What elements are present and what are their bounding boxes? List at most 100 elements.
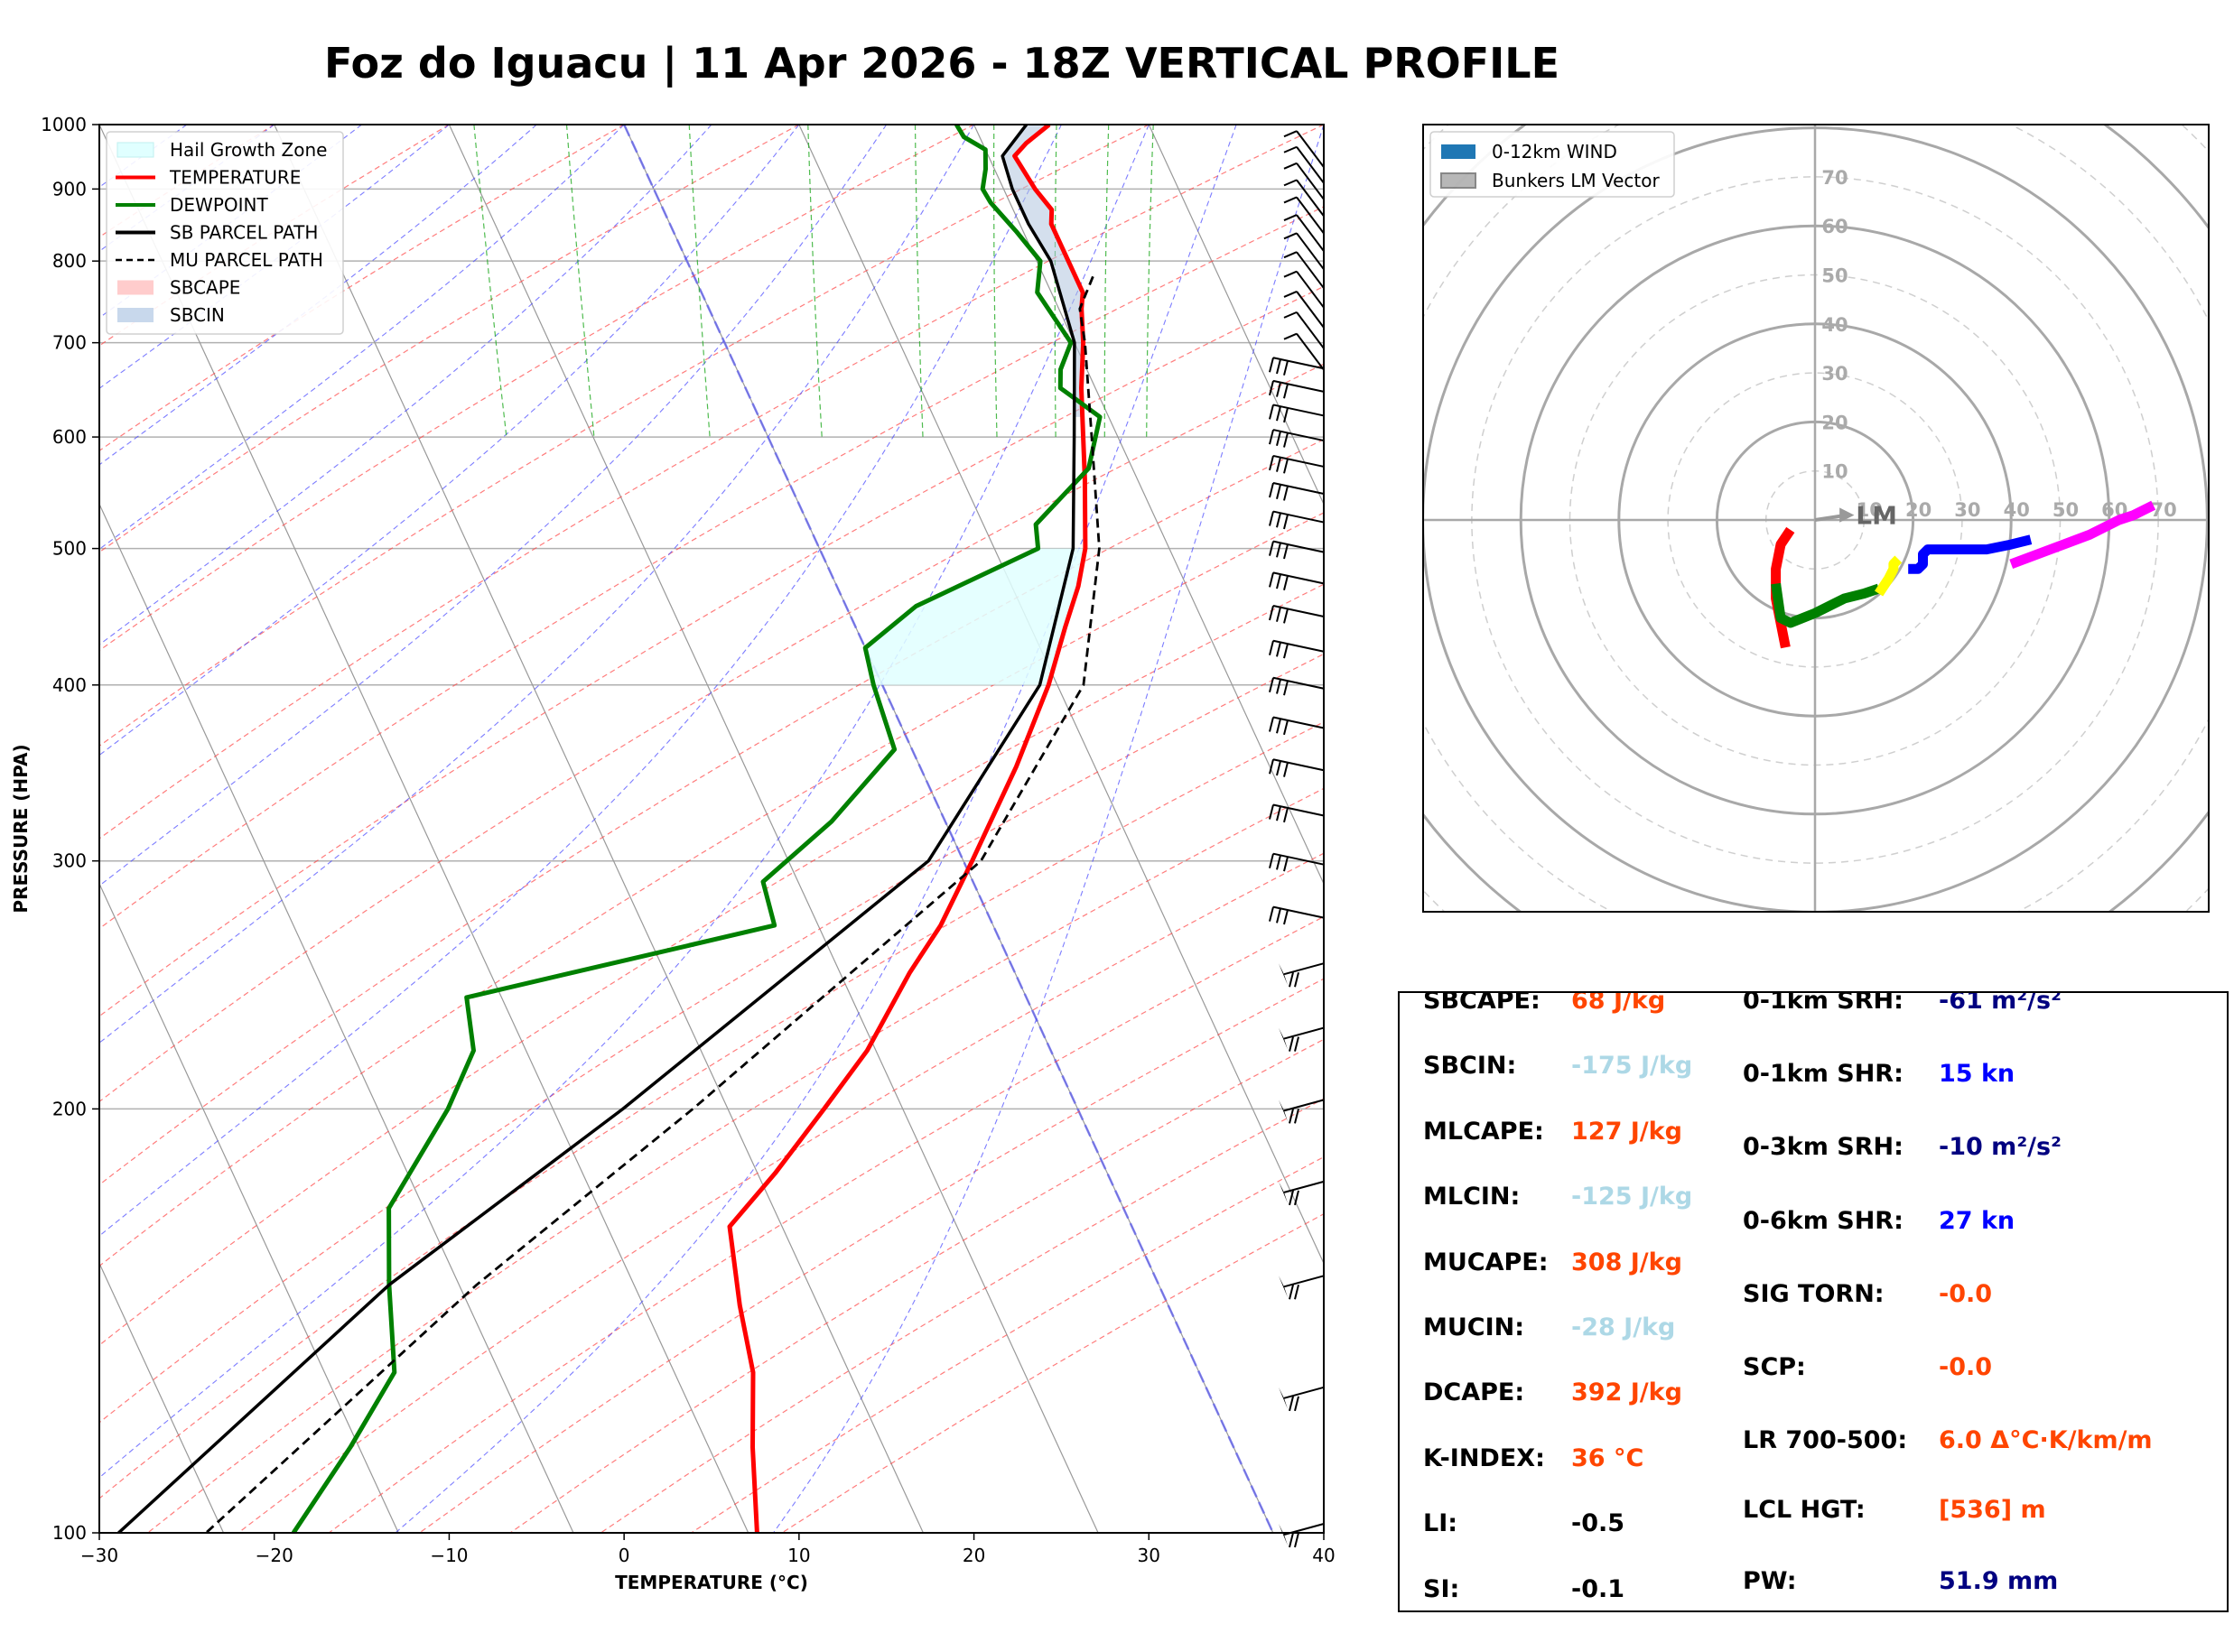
stat-label: SIG TORN:: [1743, 1279, 1885, 1308]
mixing-ratio-line: [565, 125, 595, 438]
x-tick-label: −30: [80, 1545, 118, 1566]
barb-flag: [1283, 311, 1298, 319]
barb-flag: [1294, 1109, 1299, 1124]
dry-adiabat: [99, 206, 1324, 930]
moist-adiabat: [99, 125, 712, 645]
barb-flag: [1283, 360, 1289, 376]
skew-t-frame: [98, 124, 1325, 1534]
barb-flag: [1276, 718, 1281, 734]
mixing-ratio-line: [1103, 125, 1110, 438]
barb-flag: [1269, 541, 1274, 556]
barb-flag: [1276, 405, 1281, 422]
barb-staff: [1272, 482, 1325, 496]
barb-flag: [1269, 906, 1274, 922]
barb-staff: [1283, 1180, 1325, 1193]
barb-flag: [1283, 514, 1289, 530]
barb-flag: [1276, 805, 1281, 821]
barb-flag: [1269, 572, 1274, 588]
legend-swatch: [117, 308, 154, 322]
barb-staff: [1272, 357, 1325, 370]
stat-value: 392 J/kg: [1571, 1378, 1682, 1407]
stat-value: -28 J/kg: [1571, 1313, 1676, 1341]
stat-value: 6.0 Δ°C·K/km/m: [1939, 1426, 2153, 1455]
hodograph-ring-label: 30: [1954, 499, 1980, 521]
barb-staff: [1296, 271, 1325, 309]
barb-flag: [1289, 1396, 1294, 1412]
wind-barb: [1283, 130, 1325, 168]
barb-flag: [1289, 971, 1294, 988]
barb-flag: [1283, 407, 1289, 423]
barb-flag: [1276, 457, 1281, 472]
skew-t-legend: Hail Growth Zone TEMPERATURE DEWPOINT SB PA…: [106, 131, 344, 335]
legend-box: [106, 131, 344, 335]
legend-label: MU PARCEL PATH: [170, 249, 323, 271]
hodograph-segment: [1875, 555, 1903, 597]
barb-flag: [1283, 270, 1298, 278]
stat-value: 36 °C: [1571, 1443, 1644, 1472]
moist-adiabat: [99, 125, 800, 756]
moist-adiabat: [99, 125, 537, 466]
hodograph-ring-label: 40: [2004, 499, 2030, 521]
barb-staff: [1296, 311, 1325, 349]
hodograph-ring-label: 10: [1821, 461, 1848, 483]
wind-barb: [1283, 251, 1325, 289]
barb-flag: [1283, 909, 1289, 925]
barb-staff: [1272, 905, 1325, 919]
barb-staff: [1272, 379, 1325, 393]
stat-label: LCL HGT:: [1743, 1496, 1866, 1524]
wind-barb: [1269, 803, 1325, 823]
barb-flag: [1276, 642, 1281, 657]
stat-label: 0-3km SRH:: [1743, 1133, 1904, 1162]
x-tick-label: 40: [1312, 1545, 1335, 1566]
barb-flag: [1283, 179, 1298, 187]
stat-value: -10 m²/s²: [1939, 1133, 2062, 1162]
dewpoint-line: [291, 125, 1103, 1533]
legend-label: SBCIN: [170, 304, 225, 326]
barb-staff: [1283, 1275, 1325, 1288]
moist-adiabat: [99, 125, 1150, 1479]
barb-flag: [1269, 853, 1274, 868]
barb-flag: [1276, 908, 1281, 923]
barb-flag: [1269, 482, 1274, 498]
y-tick-label: 100: [52, 1522, 87, 1544]
stat-label: SBCIN:: [1423, 1052, 1517, 1081]
barb-pennant: [1279, 1276, 1288, 1298]
wind-barb: [1279, 962, 1325, 988]
wind-barb: [1283, 311, 1325, 349]
barb-flag: [1283, 486, 1289, 501]
x-tick-label: 30: [1138, 1545, 1160, 1566]
legend-label: Bunkers LM Vector: [1492, 170, 1661, 191]
barb-staff: [1272, 510, 1325, 524]
barb-flag: [1283, 290, 1298, 298]
stat-value: -125 J/kg: [1571, 1183, 1693, 1211]
barb-flag: [1269, 511, 1274, 526]
wind-barb: [1269, 482, 1325, 501]
stat-value: 27 kn: [1939, 1206, 2015, 1235]
x-axis-label: TEMPERATURE (°C): [615, 1572, 808, 1593]
skew-t-series: [117, 125, 1103, 1533]
barb-staff: [1272, 676, 1325, 690]
barb-flag: [1283, 332, 1298, 340]
bunkers-lm-arrowhead: [1839, 507, 1855, 523]
wind-barb: [1279, 1099, 1325, 1124]
skew-t-background-lines: [99, 125, 1324, 1533]
barb-flag: [1276, 855, 1281, 870]
barb-flag: [1276, 573, 1281, 589]
barb-flag: [1269, 717, 1274, 732]
wind-barbs: [1269, 130, 1325, 1548]
barb-flag: [1276, 513, 1281, 528]
barb-staff: [1283, 1386, 1325, 1399]
barb-pennant: [1279, 963, 1288, 986]
isotherm: [1148, 125, 1324, 506]
barb-flag: [1294, 971, 1299, 988]
wind-barb: [1283, 145, 1325, 184]
wind-barb: [1269, 852, 1325, 872]
barb-flag: [1294, 1532, 1299, 1548]
isotherm: [99, 882, 399, 1533]
barb-flag: [1276, 431, 1281, 447]
stat-label: LR 700-500:: [1743, 1426, 1908, 1455]
wind-barb: [1283, 232, 1325, 270]
hodograph-ring-label: 70: [1821, 167, 1848, 189]
